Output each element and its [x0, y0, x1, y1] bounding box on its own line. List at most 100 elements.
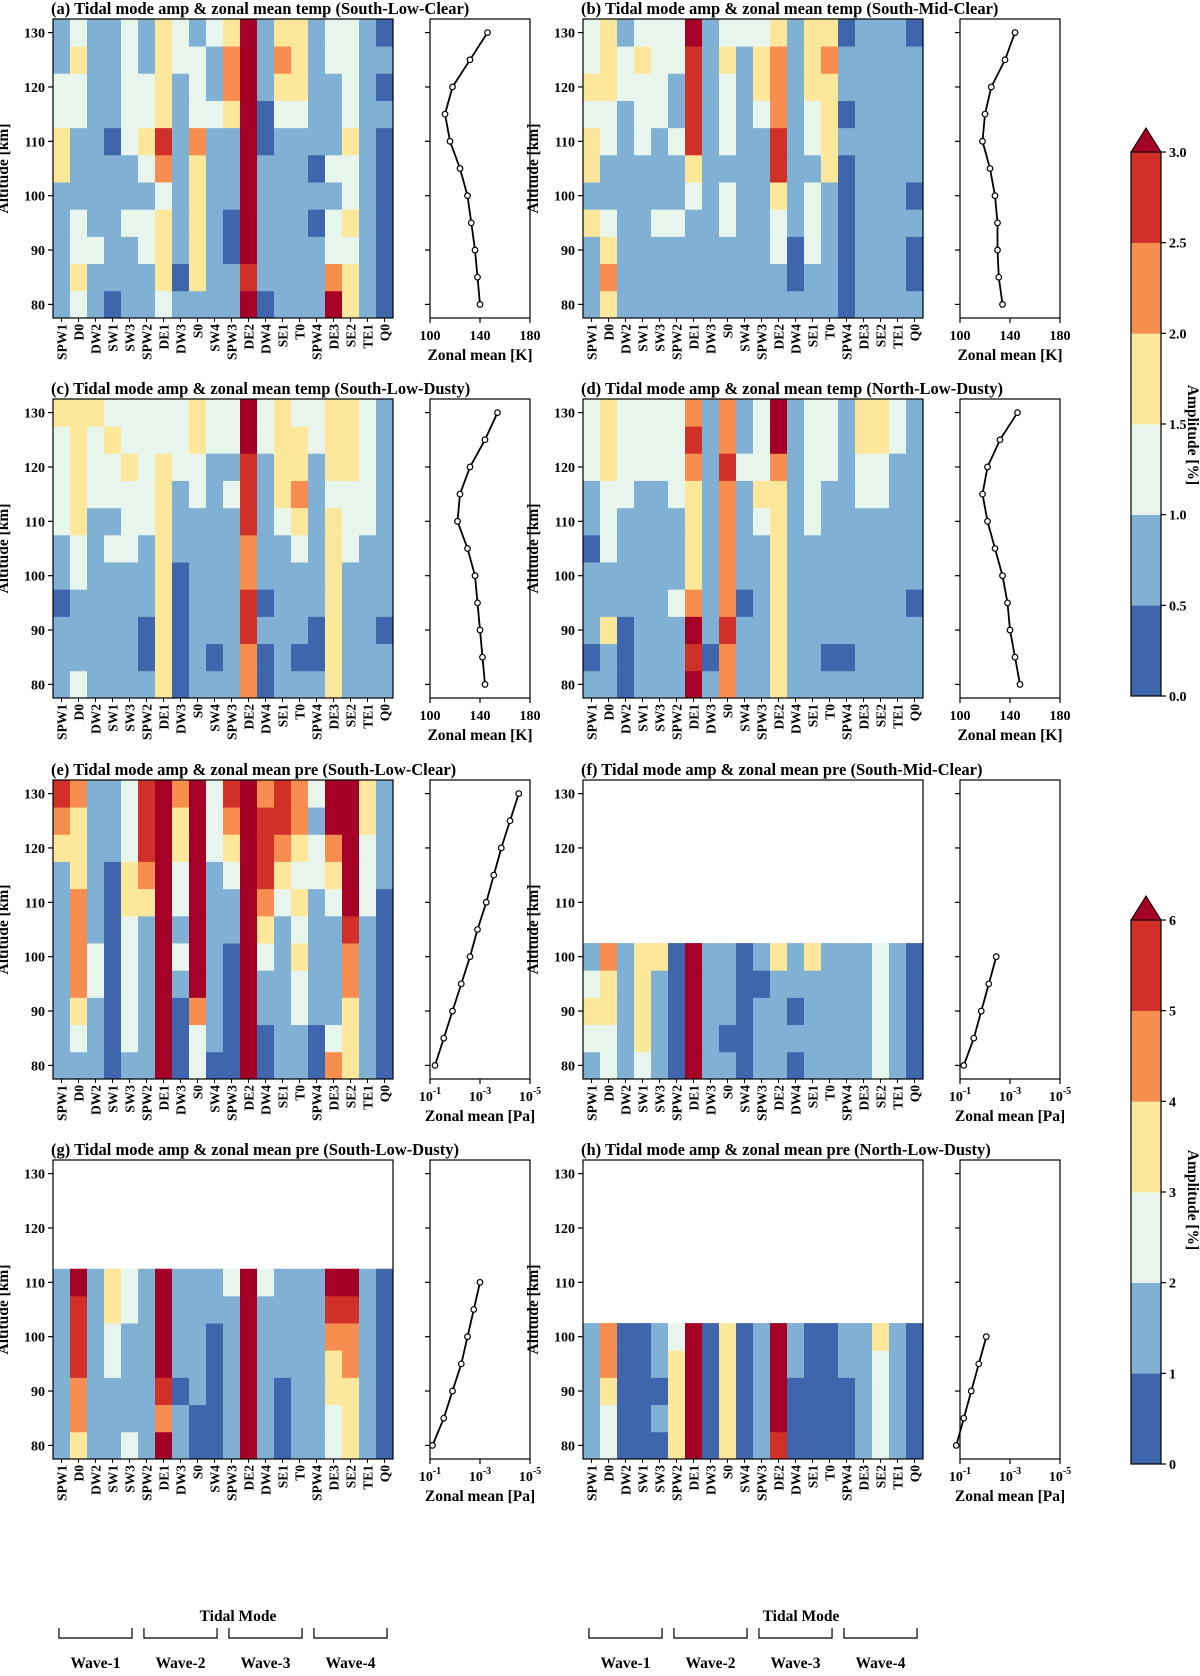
heatmap-cell — [121, 507, 139, 536]
x-tick-label-spw1: SPW1 — [585, 324, 600, 360]
heatmap-cell — [583, 997, 601, 1026]
heatmap-cell — [804, 1377, 822, 1406]
heatmap-cell — [291, 616, 309, 645]
heatmap-cell — [770, 562, 788, 590]
heatmap-cell — [291, 209, 309, 237]
heatmap-cell — [223, 807, 241, 835]
x-tick-label-spw3: SPW3 — [225, 324, 240, 360]
heatmap-cell — [121, 670, 139, 699]
heatmap-cell — [753, 534, 771, 563]
heatmap-cell — [770, 1377, 788, 1406]
heatmap-cell — [138, 534, 156, 563]
heatmap-cell — [155, 997, 173, 1026]
x-tick-label-se1: SE1 — [276, 324, 291, 348]
heatmap-cell — [702, 290, 720, 319]
heatmap-cell — [138, 943, 156, 971]
heatmap-cell — [87, 1431, 105, 1460]
profile-point — [446, 137, 454, 145]
wave-label: Wave-4 — [856, 1655, 906, 1672]
heatmap-cell — [138, 643, 156, 672]
heatmap-cell — [121, 1323, 139, 1351]
heatmap-cell — [325, 643, 343, 672]
heatmap-cell — [189, 1350, 207, 1378]
heatmap-cell — [770, 1323, 788, 1351]
heatmap-cell — [855, 1051, 873, 1080]
y-tick-label: 80 — [561, 298, 575, 313]
heatmap-cell — [906, 1051, 924, 1080]
heatmap-cell — [291, 562, 309, 590]
y-tick-label: 120 — [24, 842, 45, 857]
heatmap-cell — [206, 480, 224, 509]
heatmap-cell — [872, 209, 890, 237]
heatmap-frame-f — [582, 779, 924, 1080]
heatmap-cell — [104, 426, 122, 454]
heatmap-cell — [342, 1431, 360, 1460]
heatmap-cell — [855, 480, 873, 509]
heatmap-cell — [172, 209, 190, 237]
heatmap-cell — [651, 589, 669, 617]
heatmap-cell — [189, 807, 207, 835]
heatmap-cell — [872, 290, 890, 319]
x-tick-label-sw3: SW3 — [653, 1085, 668, 1113]
heatmap-cell — [308, 562, 326, 590]
heatmap-cell — [804, 1404, 822, 1433]
heatmap-cell — [787, 1431, 805, 1460]
heatmap-cell — [889, 1377, 907, 1406]
heatmap-cell — [155, 209, 173, 237]
heatmap-cell — [206, 127, 224, 156]
wave-groups-left: Wave-1 Wave-2 Wave-3 Wave-4 — [58, 1628, 388, 1672]
panel-g: (g) Tidal mode amp & zonal mean pre (Sou… — [0, 1140, 541, 1505]
heatmap-cell — [651, 643, 669, 672]
heatmap-cell — [70, 534, 88, 563]
heatmap-cell — [189, 236, 207, 265]
heatmap-cell — [600, 236, 618, 265]
heatmap-cell — [87, 154, 105, 183]
heatmap-cell — [787, 970, 805, 998]
x-tick-label-te1: TE1 — [891, 1085, 906, 1110]
heatmap-cell — [240, 534, 258, 563]
profile-point — [449, 1387, 456, 1395]
heatmap-cell — [634, 182, 652, 210]
heatmap-cell — [138, 915, 156, 944]
heatmap-cell — [223, 480, 241, 509]
heatmap-cell — [138, 46, 156, 74]
heatmap-cell — [274, 807, 292, 835]
heatmap-cell — [770, 589, 788, 617]
heatmap-cell — [70, 290, 88, 319]
heatmap-cell — [155, 290, 173, 319]
heatmap-cell — [855, 1431, 873, 1460]
heatmap-cell — [206, 1431, 224, 1460]
heatmap-cell — [787, 1323, 805, 1351]
heatmap-cell — [906, 997, 924, 1026]
heatmap-cell — [325, 399, 343, 427]
heatmap-cell — [87, 100, 105, 129]
heatmap-cell — [155, 73, 173, 101]
heatmap-cell — [70, 209, 88, 237]
heatmap-cell — [189, 480, 207, 509]
heatmap-cell — [753, 507, 771, 536]
heatmap-cell — [855, 182, 873, 210]
heatmap-cell — [104, 780, 122, 808]
heatmap-cell — [172, 888, 190, 917]
heatmap-cell — [53, 182, 71, 210]
heatmap-cell — [583, 182, 601, 210]
heatmap-cell — [342, 807, 360, 835]
heatmap-cell — [685, 1404, 703, 1433]
heatmap-cell — [325, 100, 343, 129]
heatmap-cell — [376, 73, 394, 101]
x-tick-label-de2: DE2 — [242, 704, 257, 730]
heatmap-cell — [206, 426, 224, 454]
profile-frame — [429, 18, 531, 319]
x-tick-label-se2: SE2 — [344, 1085, 359, 1109]
heatmap-cell — [685, 534, 703, 563]
heatmap-cell — [121, 1350, 139, 1378]
heatmap-cell — [804, 970, 822, 998]
heatmap-cell — [821, 127, 839, 156]
heatmap-cell — [206, 807, 224, 835]
heatmap-cell — [872, 1377, 890, 1406]
heatmap-cell — [121, 643, 139, 672]
heatmap-cell — [600, 1051, 618, 1080]
heatmap-cell — [87, 1295, 105, 1324]
heatmap-cell — [87, 73, 105, 101]
heatmap-cell — [719, 970, 737, 998]
